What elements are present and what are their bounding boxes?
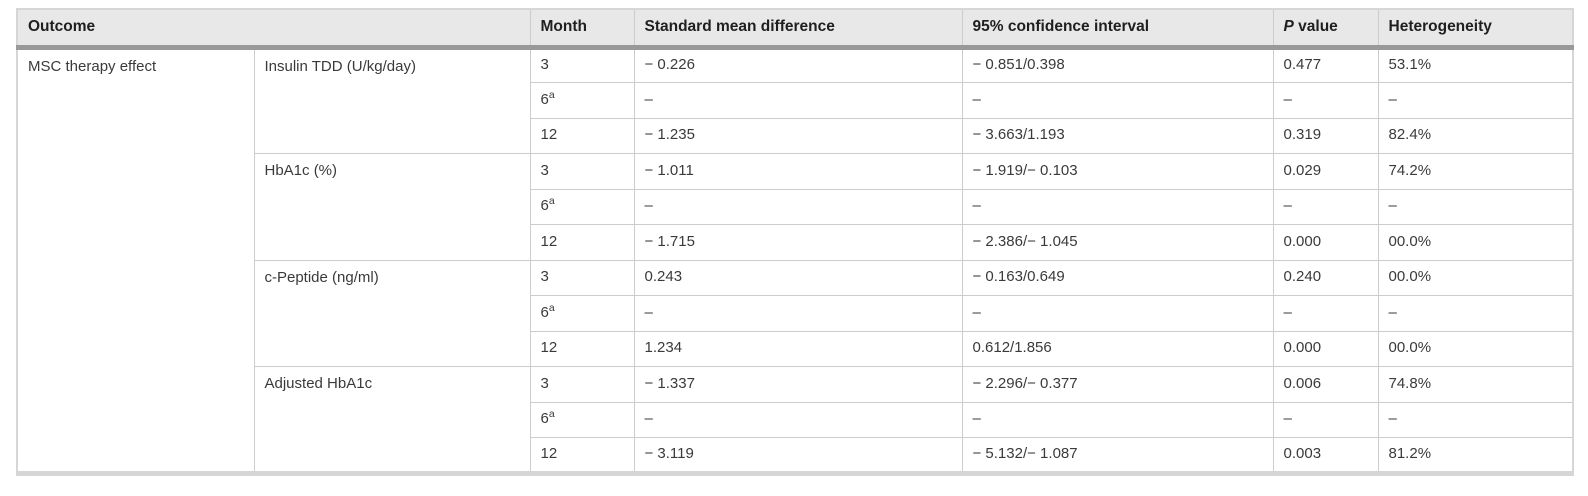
cell-smd: – bbox=[633, 295, 963, 332]
cell-heterogeneity: 53.1% bbox=[1377, 46, 1574, 83]
table-row: MSC therapy effect Insulin TDD (U/kg/day… bbox=[16, 46, 1574, 474]
footnote-marker: a bbox=[548, 88, 555, 101]
table-container: Outcome Month Standard mean difference 9… bbox=[16, 8, 1574, 476]
cell-smd: – bbox=[633, 82, 963, 119]
cell-month: 6a bbox=[529, 401, 635, 438]
cell-group-outcome: MSC therapy effect bbox=[16, 46, 255, 474]
cell-smd: 0.243 bbox=[633, 259, 963, 296]
cell-pvalue: 0.240 bbox=[1272, 259, 1379, 296]
table-row: 6a – – – – bbox=[17, 188, 1574, 225]
cell-smd: − 0.226 bbox=[633, 46, 963, 83]
table-row: 12 − 3.119 − 5.132/− 1.087 0.003 81.2% bbox=[17, 437, 1574, 474]
table-row: Adjusted HbA1c 3 − 1.337 − 2.296/− 0.377… bbox=[17, 366, 1574, 474]
header-pvalue: P value bbox=[1272, 9, 1378, 50]
cell-month: 12 bbox=[529, 437, 635, 474]
cell-smd: – bbox=[633, 188, 963, 225]
footnote-marker: a bbox=[548, 195, 555, 208]
results-table: Outcome Month Standard mean difference 9… bbox=[16, 8, 1574, 476]
cell-pvalue: 0.319 bbox=[1272, 117, 1379, 154]
table-row: 6a – – – – bbox=[17, 82, 1574, 119]
header-pvalue-italic: P bbox=[1283, 18, 1294, 36]
cell-month: 12 bbox=[529, 117, 635, 154]
cell-heterogeneity: 81.2% bbox=[1377, 437, 1574, 474]
cell-smd: − 3.119 bbox=[633, 437, 963, 474]
cell-ci: − 2.386/− 1.045 bbox=[961, 224, 1274, 261]
cell-outcome: Insulin TDD (U/kg/day) bbox=[253, 46, 531, 154]
cell-smd: − 1.235 bbox=[633, 117, 963, 154]
cell-ci: − 2.296/− 0.377 bbox=[961, 366, 1274, 403]
cell-heterogeneity: 74.2% bbox=[1377, 153, 1574, 190]
cell-month: 3 bbox=[529, 366, 635, 403]
cell-month: 3 bbox=[529, 153, 635, 190]
cell-ci: – bbox=[961, 82, 1274, 119]
cell-pvalue: 0.477 bbox=[1272, 46, 1379, 83]
cell-smd: − 1.337 bbox=[633, 366, 963, 403]
cell-pvalue: 0.006 bbox=[1272, 366, 1379, 403]
cell-pvalue: – bbox=[1272, 82, 1379, 119]
cell-pvalue: 0.003 bbox=[1272, 437, 1379, 474]
cell-smd: 1.234 bbox=[633, 330, 963, 367]
header-smd: Standard mean difference bbox=[633, 9, 962, 50]
cell-ci: – bbox=[961, 401, 1274, 438]
cell-month: 12 bbox=[529, 330, 635, 367]
table-row: 6a – – – – bbox=[17, 295, 1574, 332]
cell-heterogeneity: – bbox=[1377, 82, 1574, 119]
table-row: 6a – – – – bbox=[17, 401, 1574, 438]
cell-pvalue: – bbox=[1272, 188, 1379, 225]
cell-heterogeneity: 74.8% bbox=[1377, 366, 1574, 403]
cell-smd: − 1.011 bbox=[633, 153, 963, 190]
cell-ci: − 0.851/0.398 bbox=[961, 46, 1274, 83]
cell-ci: – bbox=[961, 188, 1274, 225]
table-row: 12 − 1.715 − 2.386/− 1.045 0.000 00.0% bbox=[17, 224, 1574, 261]
cell-ci: – bbox=[961, 295, 1274, 332]
header-month: Month bbox=[529, 9, 634, 50]
cell-pvalue: 0.000 bbox=[1272, 330, 1379, 367]
table-row: c-Peptide (ng/ml) 3 0.243 − 0.163/0.649 … bbox=[17, 259, 1574, 367]
cell-month: 3 bbox=[529, 259, 635, 296]
cell-ci: − 0.163/0.649 bbox=[961, 259, 1274, 296]
cell-heterogeneity: 82.4% bbox=[1377, 117, 1574, 154]
cell-smd: – bbox=[633, 401, 963, 438]
cell-month: 6a bbox=[529, 188, 635, 225]
table-row: 12 1.234 0.612/1.856 0.000 00.0% bbox=[17, 330, 1574, 367]
cell-heterogeneity: – bbox=[1377, 295, 1574, 332]
table-row: 12 − 1.235 − 3.663/1.193 0.319 82.4% bbox=[17, 117, 1574, 154]
cell-heterogeneity: 00.0% bbox=[1377, 330, 1574, 367]
cell-month: 6a bbox=[529, 82, 635, 119]
header-outcome: Outcome bbox=[17, 9, 530, 50]
cell-heterogeneity: 00.0% bbox=[1377, 259, 1574, 296]
header-ci: 95% confidence interval bbox=[961, 9, 1273, 50]
cell-heterogeneity: – bbox=[1377, 401, 1574, 438]
cell-pvalue: – bbox=[1272, 295, 1379, 332]
footnote-marker: a bbox=[548, 301, 555, 314]
cell-month: 12 bbox=[529, 224, 635, 261]
cell-pvalue: 0.000 bbox=[1272, 224, 1379, 261]
footnote-marker: a bbox=[548, 408, 555, 421]
cell-pvalue: – bbox=[1272, 401, 1379, 438]
cell-smd: − 1.715 bbox=[633, 224, 963, 261]
header-pvalue-rest: value bbox=[1293, 18, 1338, 36]
table-row: HbA1c (%) 3 − 1.011 − 1.919/− 0.103 0.02… bbox=[17, 153, 1574, 261]
header-row: Outcome Month Standard mean difference 9… bbox=[17, 9, 1573, 50]
cell-outcome: c-Peptide (ng/ml) bbox=[253, 259, 531, 367]
cell-heterogeneity: 00.0% bbox=[1377, 224, 1574, 261]
cell-ci: − 1.919/− 0.103 bbox=[961, 153, 1274, 190]
cell-month: 3 bbox=[529, 46, 635, 83]
cell-outcome: Adjusted HbA1c bbox=[253, 366, 531, 474]
cell-heterogeneity: – bbox=[1377, 188, 1574, 225]
cell-outcome: HbA1c (%) bbox=[253, 153, 531, 261]
header-heterogeneity: Heterogeneity bbox=[1377, 9, 1573, 50]
cell-pvalue: 0.029 bbox=[1272, 153, 1379, 190]
cell-ci: 0.612/1.856 bbox=[961, 330, 1274, 367]
cell-ci: − 5.132/− 1.087 bbox=[961, 437, 1274, 474]
cell-month: 6a bbox=[529, 295, 635, 332]
cell-ci: − 3.663/1.193 bbox=[961, 117, 1274, 154]
